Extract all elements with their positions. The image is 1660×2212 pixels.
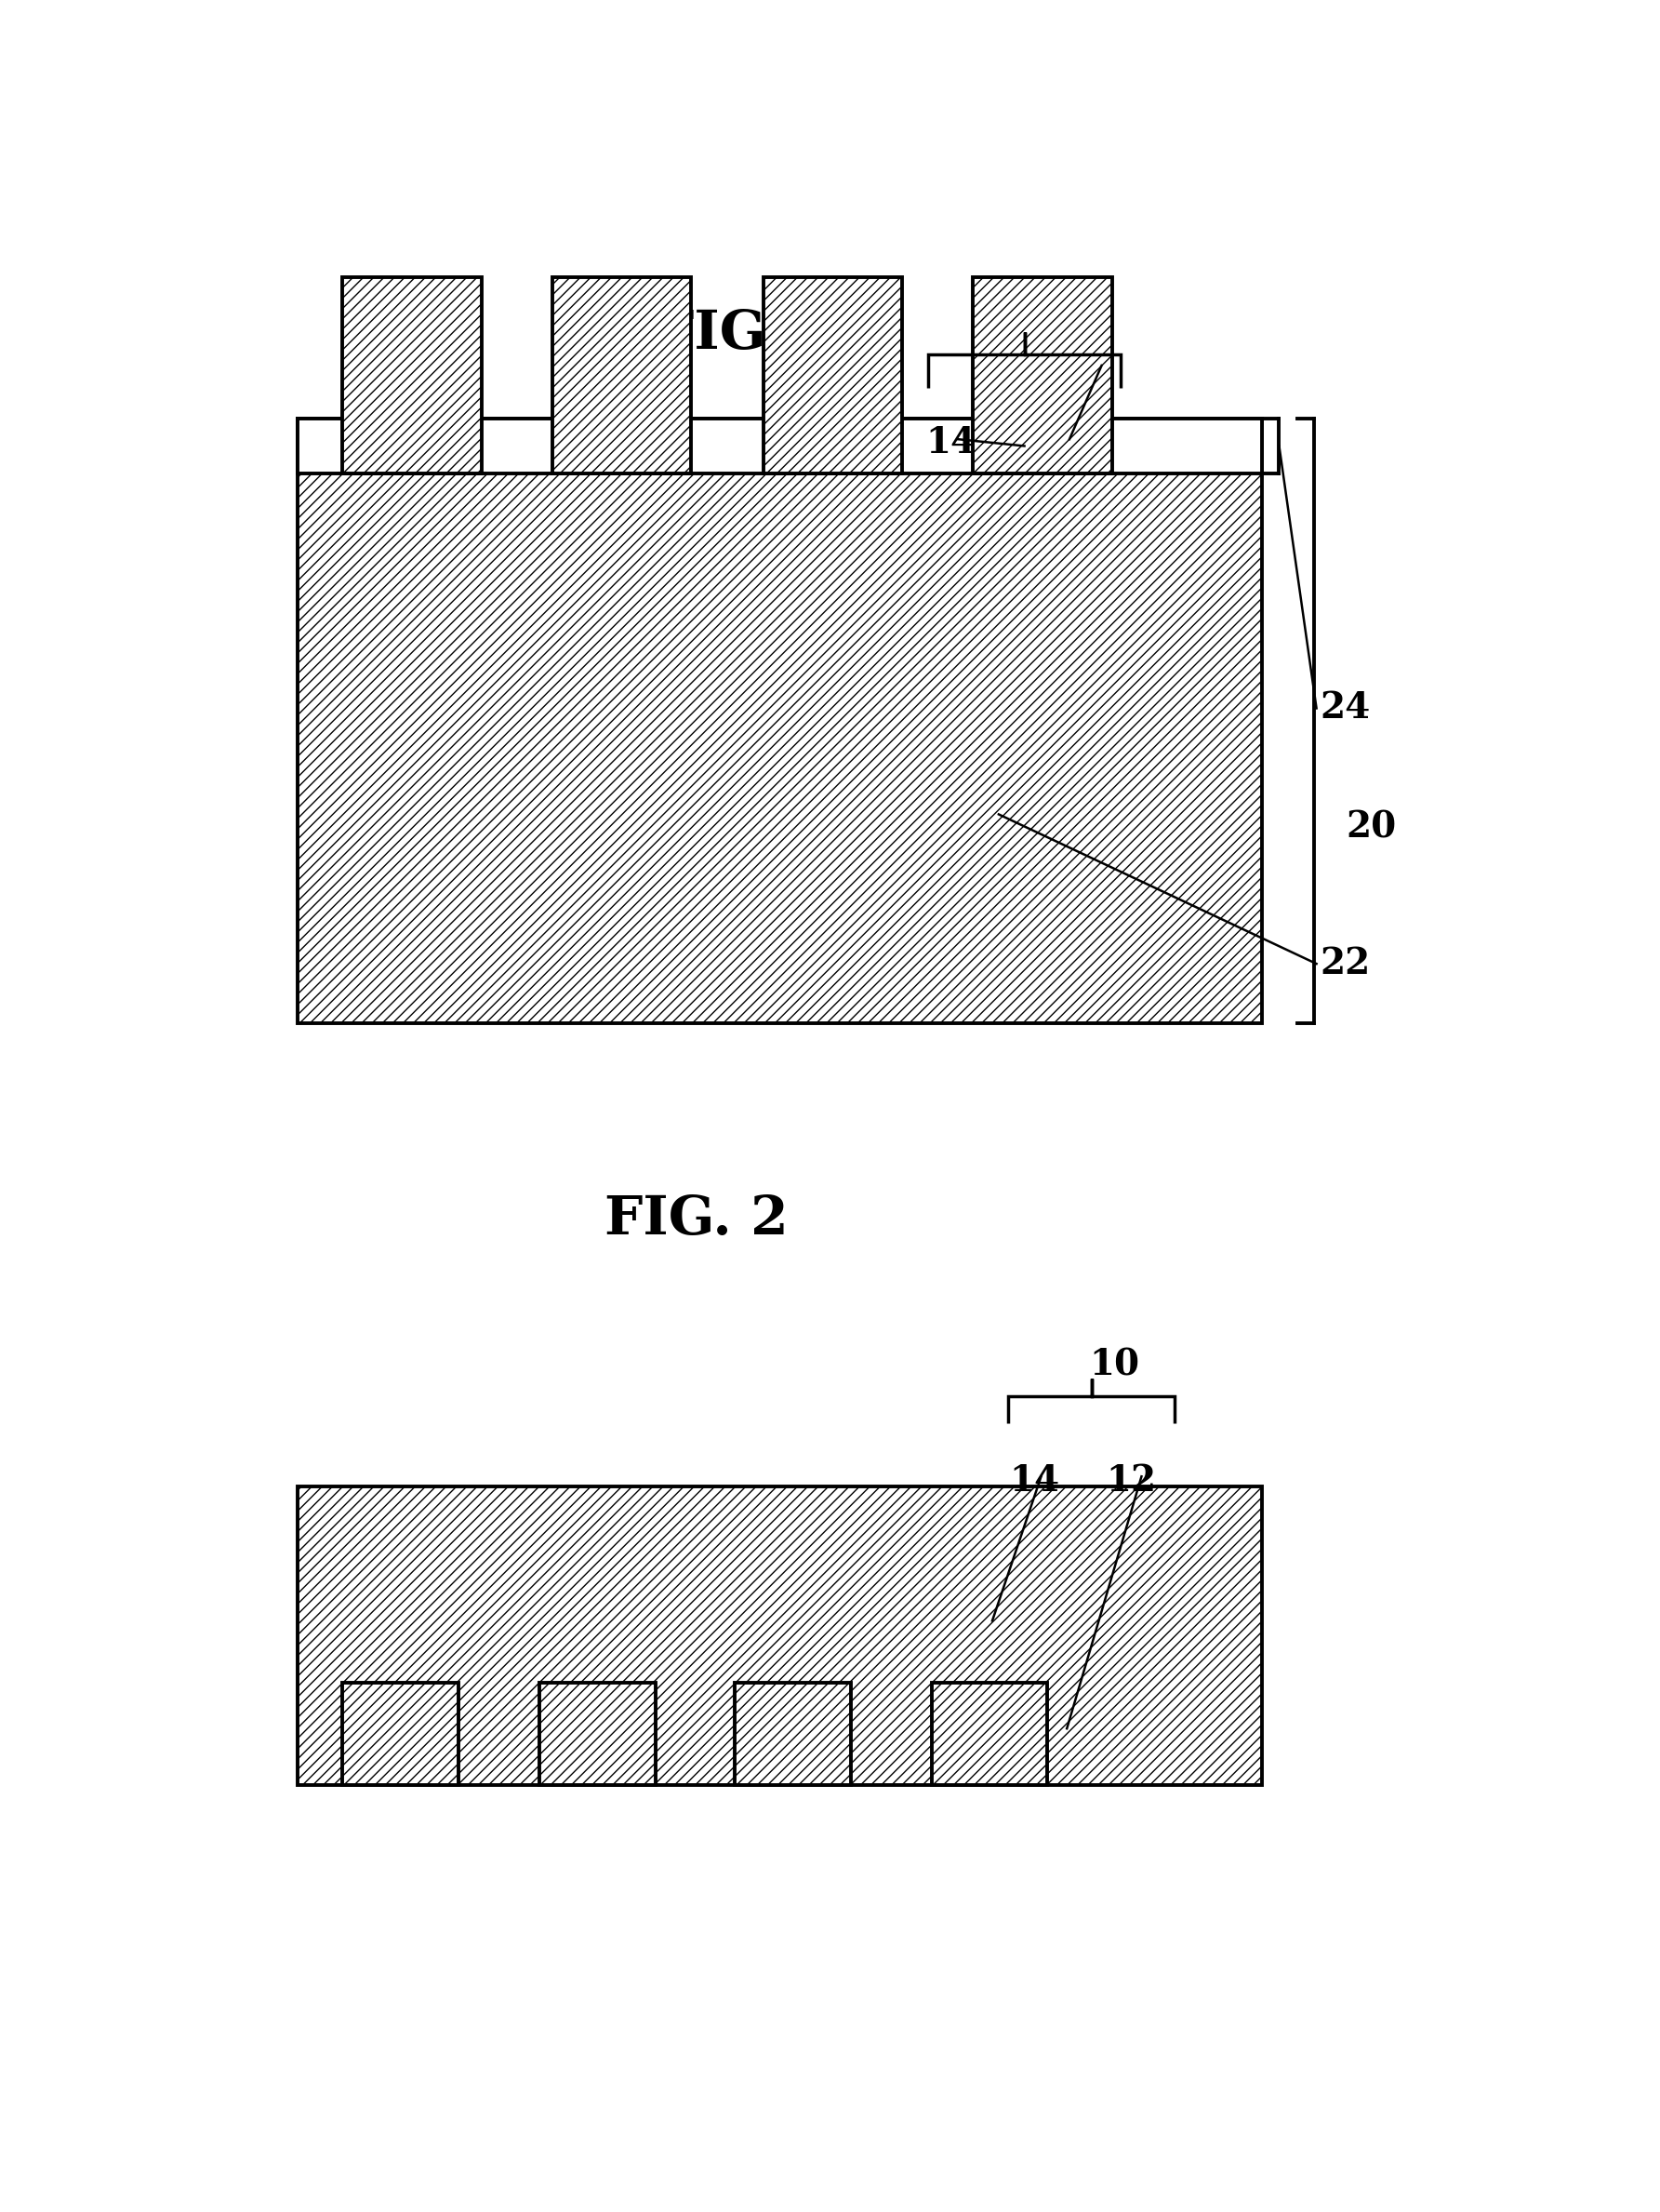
Text: 12: 12 <box>1106 1462 1157 1498</box>
Bar <box>297 418 1263 1024</box>
Bar <box>297 418 1263 473</box>
Bar <box>342 1683 458 1785</box>
Bar <box>931 1683 1047 1785</box>
Bar <box>297 1486 1263 1785</box>
Bar <box>342 276 481 473</box>
Text: 20: 20 <box>1346 810 1396 845</box>
Text: FIG. 2: FIG. 2 <box>604 1194 788 1245</box>
Bar <box>764 276 903 473</box>
Text: 22: 22 <box>1320 947 1371 982</box>
Bar <box>735 1683 852 1785</box>
Text: 24: 24 <box>1320 690 1371 726</box>
Text: 14: 14 <box>926 425 976 460</box>
Text: 12: 12 <box>1034 425 1084 460</box>
Text: FIG. 1: FIG. 1 <box>656 307 840 361</box>
Text: 10: 10 <box>1089 1347 1140 1382</box>
Text: 10: 10 <box>999 312 1049 347</box>
Bar <box>540 1683 656 1785</box>
Bar <box>973 276 1112 473</box>
Bar <box>553 276 691 473</box>
Text: 14: 14 <box>1009 1462 1059 1498</box>
